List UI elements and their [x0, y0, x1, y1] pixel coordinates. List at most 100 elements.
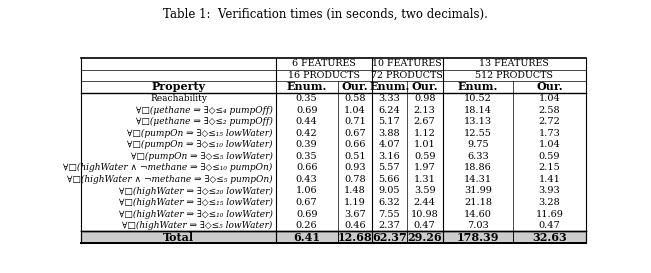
- Text: 29.26: 29.26: [408, 232, 442, 243]
- Text: ∀□(highWater ⇒ ∃◇≤₁₅ lowWater): ∀□(highWater ⇒ ∃◇≤₁₅ lowWater): [118, 198, 273, 207]
- Text: 2.13: 2.13: [414, 105, 436, 114]
- Text: 0.67: 0.67: [296, 198, 318, 207]
- Text: 6.32: 6.32: [378, 198, 400, 207]
- Text: 0.43: 0.43: [296, 175, 318, 184]
- Text: 0.59: 0.59: [539, 152, 561, 161]
- Text: 3.67: 3.67: [344, 210, 366, 219]
- Text: ∀□(highWater ∧ ¬methane ⇒ ∃◇≤₁₀ pumpOn): ∀□(highWater ∧ ¬methane ⇒ ∃◇≤₁₀ pumpOn): [63, 163, 273, 172]
- Text: 0.93: 0.93: [344, 163, 366, 172]
- Text: 13.13: 13.13: [464, 117, 492, 126]
- Text: 5.66: 5.66: [379, 175, 400, 184]
- Text: 0.46: 0.46: [344, 221, 366, 230]
- Text: Total: Total: [163, 232, 194, 243]
- Text: 3.59: 3.59: [414, 186, 436, 195]
- Text: ∀□(μethane ⇒ ∃◇≤₂ pumpOff): ∀□(μethane ⇒ ∃◇≤₂ pumpOff): [135, 117, 273, 126]
- Text: 0.69: 0.69: [296, 210, 318, 219]
- Text: 9.05: 9.05: [379, 186, 400, 195]
- Text: 1.48: 1.48: [344, 186, 366, 195]
- Text: 3.16: 3.16: [378, 152, 400, 161]
- Text: 0.67: 0.67: [344, 129, 366, 138]
- Text: 10.52: 10.52: [464, 94, 492, 103]
- Text: 0.98: 0.98: [414, 94, 436, 103]
- Text: 1.97: 1.97: [414, 163, 436, 172]
- Text: ∀□(highWater ⇒ ∃◇≤₅ lowWater): ∀□(highWater ⇒ ∃◇≤₅ lowWater): [122, 221, 273, 230]
- Text: 0.66: 0.66: [344, 140, 366, 149]
- Text: 7.55: 7.55: [379, 210, 400, 219]
- Text: 0.35: 0.35: [296, 152, 318, 161]
- Text: 12.55: 12.55: [464, 129, 492, 138]
- Text: 21.18: 21.18: [464, 198, 492, 207]
- Text: 0.47: 0.47: [538, 221, 561, 230]
- Text: 6.41: 6.41: [293, 232, 320, 243]
- Text: 0.42: 0.42: [296, 129, 318, 138]
- Text: 13 FEATURES: 13 FEATURES: [479, 59, 549, 68]
- Text: 6.33: 6.33: [467, 152, 489, 161]
- Text: 1.04: 1.04: [538, 140, 561, 149]
- Text: 18.86: 18.86: [464, 163, 492, 172]
- Text: 0.69: 0.69: [296, 105, 318, 114]
- Text: 2.58: 2.58: [539, 105, 561, 114]
- Text: 62.37: 62.37: [372, 232, 407, 243]
- Text: 4.07: 4.07: [378, 140, 400, 149]
- Text: 18.14: 18.14: [464, 105, 492, 114]
- Text: 0.58: 0.58: [344, 94, 366, 103]
- Text: 0.35: 0.35: [296, 94, 318, 103]
- Text: 10 FEATURES: 10 FEATURES: [372, 59, 442, 68]
- Text: 1.06: 1.06: [296, 186, 318, 195]
- Text: 1.41: 1.41: [538, 175, 561, 184]
- Text: ∀□(highWater ⇒ ∃◇≤₁₀ lowWater): ∀□(highWater ⇒ ∃◇≤₁₀ lowWater): [118, 209, 273, 219]
- Text: ∀□(pumpOn ⇒ ∃◇≤₁₅ lowWater): ∀□(pumpOn ⇒ ∃◇≤₁₅ lowWater): [127, 129, 273, 138]
- Text: 1.04: 1.04: [344, 105, 366, 114]
- Text: 0.39: 0.39: [296, 140, 318, 149]
- Text: 72 PRODUCTS: 72 PRODUCTS: [371, 71, 443, 80]
- Text: 1.01: 1.01: [414, 140, 436, 149]
- Text: 2.67: 2.67: [414, 117, 436, 126]
- Text: 0.78: 0.78: [344, 175, 366, 184]
- Text: 0.71: 0.71: [344, 117, 366, 126]
- Text: Table 1:  Verification times (in seconds, two decimals).: Table 1: Verification times (in seconds,…: [163, 8, 488, 21]
- Text: 1.19: 1.19: [344, 198, 366, 207]
- Text: 12.68: 12.68: [337, 232, 372, 243]
- Text: Enum.: Enum.: [286, 81, 327, 92]
- Text: ∀□(μethane ⇒ ∃◇≤₄ pumpOff): ∀□(μethane ⇒ ∃◇≤₄ pumpOff): [135, 105, 273, 115]
- Text: 5.57: 5.57: [379, 163, 400, 172]
- Text: 1.31: 1.31: [414, 175, 436, 184]
- Text: ∀□(pumpOn ⇒ ∃◇≤₅ lowWater): ∀□(pumpOn ⇒ ∃◇≤₅ lowWater): [131, 152, 273, 161]
- Bar: [81, 232, 586, 243]
- Text: 2.44: 2.44: [414, 198, 436, 207]
- Text: 3.88: 3.88: [379, 129, 400, 138]
- Text: 3.93: 3.93: [538, 186, 561, 195]
- Text: 0.51: 0.51: [344, 152, 366, 161]
- Text: Enum.: Enum.: [458, 81, 498, 92]
- Text: 6.24: 6.24: [378, 105, 400, 114]
- Text: Property: Property: [152, 81, 206, 92]
- Text: 1.04: 1.04: [538, 94, 561, 103]
- Text: 0.47: 0.47: [414, 221, 436, 230]
- Text: 0.44: 0.44: [296, 117, 318, 126]
- Text: ∀□(pumpOn ⇒ ∃◇≤₁₀ lowWater): ∀□(pumpOn ⇒ ∃◇≤₁₀ lowWater): [127, 140, 273, 149]
- Text: 14.60: 14.60: [464, 210, 492, 219]
- Text: 0.26: 0.26: [296, 221, 318, 230]
- Text: 16 PRODUCTS: 16 PRODUCTS: [288, 71, 360, 80]
- Text: 0.66: 0.66: [296, 163, 318, 172]
- Text: 1.73: 1.73: [538, 129, 561, 138]
- Text: 31.99: 31.99: [464, 186, 492, 195]
- Text: Reachability: Reachability: [150, 94, 207, 103]
- Text: 3.28: 3.28: [538, 198, 561, 207]
- Text: 512 PRODUCTS: 512 PRODUCTS: [475, 71, 553, 80]
- Text: 0.59: 0.59: [414, 152, 436, 161]
- Text: ∀□(highWater ⇒ ∃◇≤₂₀ lowWater): ∀□(highWater ⇒ ∃◇≤₂₀ lowWater): [118, 186, 273, 195]
- Text: 2.37: 2.37: [378, 221, 400, 230]
- Text: 9.75: 9.75: [467, 140, 489, 149]
- Text: Our.: Our.: [411, 81, 438, 92]
- Text: 178.39: 178.39: [457, 232, 499, 243]
- Text: 10.98: 10.98: [411, 210, 439, 219]
- Text: 2.72: 2.72: [538, 117, 561, 126]
- Text: 3.33: 3.33: [378, 94, 400, 103]
- Text: 6 FEATURES: 6 FEATURES: [292, 59, 355, 68]
- Text: ∀□(highWater ∧ ¬methane ⇒ ∃◇≤₅ pumpOn): ∀□(highWater ∧ ¬methane ⇒ ∃◇≤₅ pumpOn): [67, 175, 273, 184]
- Text: 32.63: 32.63: [533, 232, 567, 243]
- Text: 7.03: 7.03: [467, 221, 489, 230]
- Text: 5.17: 5.17: [378, 117, 400, 126]
- Text: 14.31: 14.31: [464, 175, 492, 184]
